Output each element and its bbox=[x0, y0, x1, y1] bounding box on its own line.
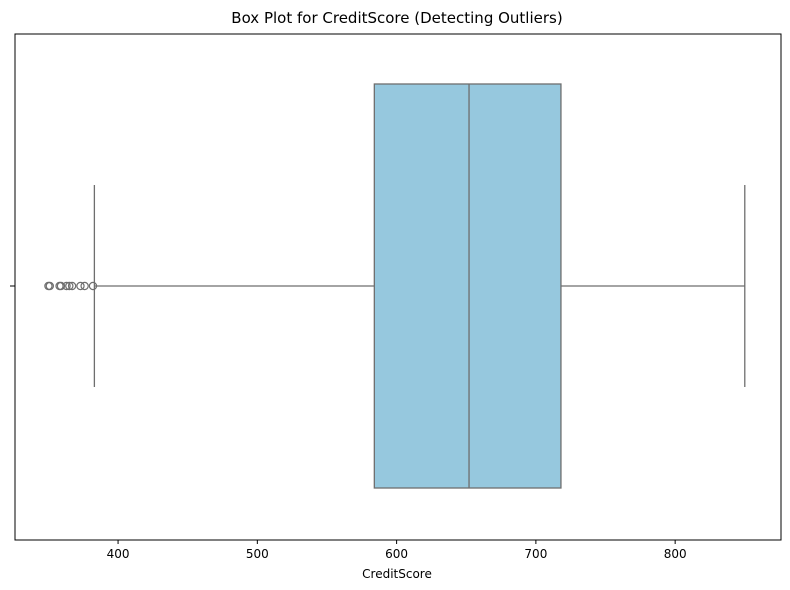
iqr-box bbox=[373, 83, 562, 489]
plot-area-frame bbox=[14, 33, 782, 541]
outlier-point bbox=[80, 281, 89, 291]
x-tick-label: 500 bbox=[246, 547, 269, 561]
outlier-point bbox=[76, 281, 85, 291]
x-tick-label: 800 bbox=[664, 547, 687, 561]
outlier-point bbox=[65, 281, 74, 291]
x-tick-label: 600 bbox=[385, 547, 408, 561]
x-tick-label: 700 bbox=[524, 547, 547, 561]
x-axis: 400 500 600 700 800 bbox=[107, 540, 687, 561]
outlier-point bbox=[45, 281, 55, 291]
chart-marks bbox=[44, 83, 746, 489]
chart-title: Box Plot for CreditScore (Detecting Outl… bbox=[231, 9, 562, 27]
outlier-point bbox=[67, 281, 77, 291]
x-tick-label: 400 bbox=[107, 547, 130, 561]
outlier-point bbox=[62, 281, 71, 291]
outlier-point bbox=[56, 281, 66, 291]
x-axis-label: CreditScore bbox=[362, 567, 432, 581]
outlier-point bbox=[88, 281, 98, 291]
